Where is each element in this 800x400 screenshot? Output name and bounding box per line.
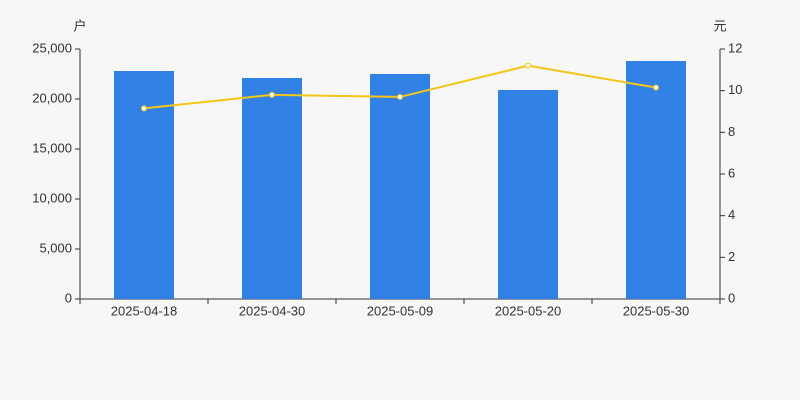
bar — [498, 90, 558, 299]
y-tick-label: 10,000 — [32, 190, 72, 205]
line-point — [269, 91, 275, 98]
y-tick-label: 20,000 — [32, 90, 72, 105]
y-axis-title: 户 — [73, 18, 86, 33]
y2-tick-label: 2 — [728, 249, 735, 264]
y2-tick-label: 0 — [728, 290, 735, 305]
x-tick-label: 2025-04-30 — [239, 303, 306, 318]
x-tick-label: 2025-04-18 — [111, 303, 178, 318]
y2-tick-label: 10 — [728, 82, 742, 97]
y-tick-label: 25,000 — [32, 40, 72, 55]
line-point — [653, 84, 659, 91]
y-tick-label: 0 — [65, 290, 72, 305]
bar — [370, 74, 430, 299]
line-point — [397, 93, 403, 100]
bar — [242, 78, 302, 299]
line-point — [525, 62, 531, 69]
x-tick-label: 2025-05-30 — [623, 303, 690, 318]
y2-tick-label: 4 — [728, 207, 735, 222]
y-tick-label: 5,000 — [39, 240, 72, 255]
y2-tick-label: 6 — [728, 165, 735, 180]
bar — [626, 61, 686, 299]
x-tick-label: 2025-05-09 — [367, 303, 434, 318]
line-point — [141, 105, 147, 112]
y2-axis-title: 元 — [713, 18, 726, 33]
y2-tick-label: 12 — [728, 40, 742, 55]
y2-tick-label: 8 — [728, 124, 735, 139]
y-tick-label: 15,000 — [32, 140, 72, 155]
x-tick-label: 2025-05-20 — [495, 303, 562, 318]
